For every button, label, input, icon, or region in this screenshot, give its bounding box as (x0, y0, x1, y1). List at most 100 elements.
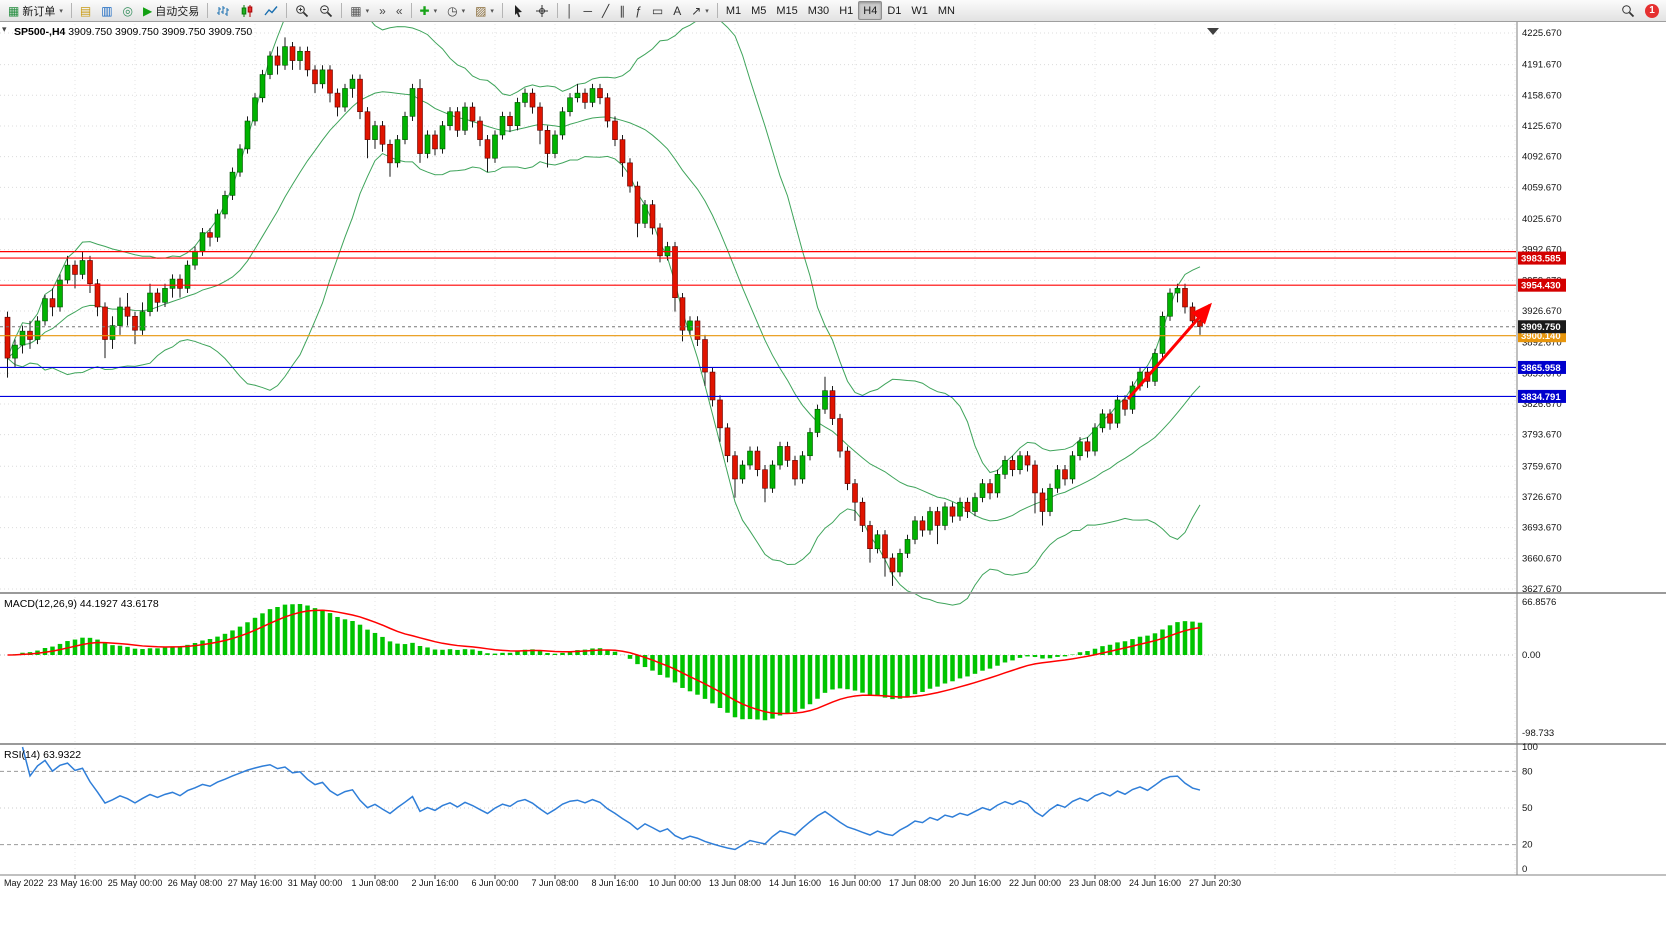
line-chart-button[interactable] (259, 1, 283, 20)
fibonacci-button[interactable]: ƒ (630, 1, 647, 20)
price-tag (1518, 320, 1566, 334)
price-axis-label: 3992.670 (1522, 245, 1562, 256)
candle-body (454, 111, 461, 131)
candle-body (1039, 492, 1046, 512)
candle-body (904, 539, 911, 554)
candle-body (319, 69, 326, 85)
auto-trading-icon: ▶ (143, 3, 153, 18)
candle-body (12, 344, 18, 359)
candle-body (1174, 288, 1181, 294)
price-tag-label: 3954.430 (1521, 281, 1561, 292)
bollinger-upper-band (7, 22, 1201, 474)
candle-body (19, 330, 26, 346)
channel-button[interactable]: ∥ (614, 1, 630, 20)
toolbar-group: ▤ ▥ ◎ ▶ 自动交易 (75, 0, 204, 21)
candle-body (867, 525, 873, 550)
horizontal-line-button[interactable]: ─ (578, 1, 597, 20)
data-window-icon: ▥ (101, 3, 113, 18)
candle-body (927, 511, 933, 531)
candle-body (1167, 292, 1173, 317)
price-tag-label: 3983.585 (1521, 254, 1561, 265)
candle-body (64, 264, 71, 281)
zoom-out-button[interactable] (314, 1, 338, 20)
candle-body (799, 455, 806, 480)
toolbar-group (211, 0, 283, 21)
chart-area[interactable]: ▾ SP500-,H4 3909.750 3909.750 3909.750 3… (0, 22, 1666, 944)
tf-w1-button[interactable]: W1 (906, 1, 933, 20)
tf-m5-label: M5 (751, 4, 767, 17)
toolbar-separator (341, 3, 343, 18)
candle-body (349, 78, 356, 89)
candle-body (229, 171, 236, 196)
candle-body (589, 88, 596, 103)
candle-body (357, 78, 363, 113)
candle-body (327, 69, 333, 94)
tf-mn-button[interactable]: MN (933, 1, 960, 20)
arrow-tools-button[interactable]: ↗ ▾ (686, 1, 714, 20)
macd-panel-title: MACD(12,26,9) 44.1927 43.6178 (4, 598, 159, 610)
market-watch-button[interactable]: ▤ (75, 1, 96, 20)
text-label-button[interactable]: A (668, 1, 686, 20)
candle-body (417, 88, 423, 154)
vertical-line-button[interactable]: │ (561, 1, 579, 20)
candle-body (237, 148, 243, 173)
candlestick-chart-button[interactable] (235, 1, 259, 20)
candle-body (837, 418, 843, 452)
candle-body (829, 390, 836, 419)
tf-m5-button[interactable]: M5 (746, 1, 771, 20)
candle-body (387, 143, 393, 164)
auto-scroll-button[interactable]: » (374, 1, 391, 20)
tile-windows-button[interactable]: ▦ ▾ (345, 1, 374, 20)
tf-d1-button[interactable]: D1 (882, 1, 906, 20)
templates-button[interactable]: ▨ ▾ (470, 1, 499, 20)
candle-body (147, 292, 153, 312)
navigator-button[interactable]: ◎ (118, 1, 138, 20)
arrow-tools-dropdown-icon: ▾ (705, 7, 709, 15)
candle-body (537, 106, 543, 131)
crosshair-button[interactable] (530, 1, 554, 20)
candle-body (784, 446, 791, 461)
bar-chart-button[interactable] (211, 1, 235, 20)
trend-arrow[interactable] (1126, 302, 1212, 400)
shapes-button[interactable]: ▭ (647, 1, 668, 20)
time-axis-label: 13 Jun 08:00 (709, 878, 761, 888)
trendline-button[interactable]: ╱ (597, 1, 614, 20)
chart-menu-arrow-icon[interactable]: ▾ (2, 24, 7, 34)
toolbar-group (290, 0, 338, 21)
zoom-out-icon (320, 4, 333, 17)
candle-body (342, 88, 348, 108)
zoom-in-button[interactable] (290, 1, 314, 20)
tf-h1-button[interactable]: H1 (834, 1, 858, 20)
auto-trading-label: 自动交易 (155, 5, 200, 18)
chart-canvas[interactable]: 4225.670 4191.670 4158.670 4125.670 4092.670… (0, 22, 1666, 944)
candle-body (972, 497, 978, 512)
chart-shift-marker[interactable] (1207, 28, 1219, 35)
candle-body (484, 139, 491, 159)
notification-badge[interactable]: 1 (1645, 3, 1659, 18)
time-axis-label: 6 Jun 00:00 (471, 878, 518, 888)
time-axis-label: 8 Jun 16:00 (591, 878, 638, 888)
tf-m15-button[interactable]: M15 (771, 1, 802, 20)
candle-body (717, 399, 723, 429)
toolbar-group (506, 0, 554, 21)
candle-body (1069, 455, 1076, 480)
vertical-line-icon: │ (565, 3, 574, 18)
templates-icon: ▨ (475, 3, 487, 18)
tf-m30-button[interactable]: M30 (803, 1, 834, 20)
data-window-button[interactable]: ▥ (96, 1, 117, 20)
tf-m1-button[interactable]: M1 (721, 1, 746, 20)
candle-body (267, 55, 273, 75)
new-order-button[interactable]: ▦ 新订单 ▾ (3, 1, 68, 20)
search-button[interactable] (1616, 1, 1640, 20)
candle-body (1084, 441, 1091, 452)
cursor-button[interactable] (506, 1, 530, 20)
periods-button[interactable]: ◷ ▾ (442, 1, 470, 20)
indicators-button[interactable]: ✚ ▾ (415, 1, 443, 20)
candle-body (949, 506, 956, 517)
auto-trading-button[interactable]: ▶ 自动交易 (138, 1, 204, 20)
candle-body (409, 88, 416, 117)
candle-body (259, 74, 266, 99)
chart-shift-button[interactable]: « (391, 1, 408, 20)
tf-h4-button[interactable]: H4 (858, 1, 883, 20)
toolbar-right: 1 (1616, 1, 1663, 20)
